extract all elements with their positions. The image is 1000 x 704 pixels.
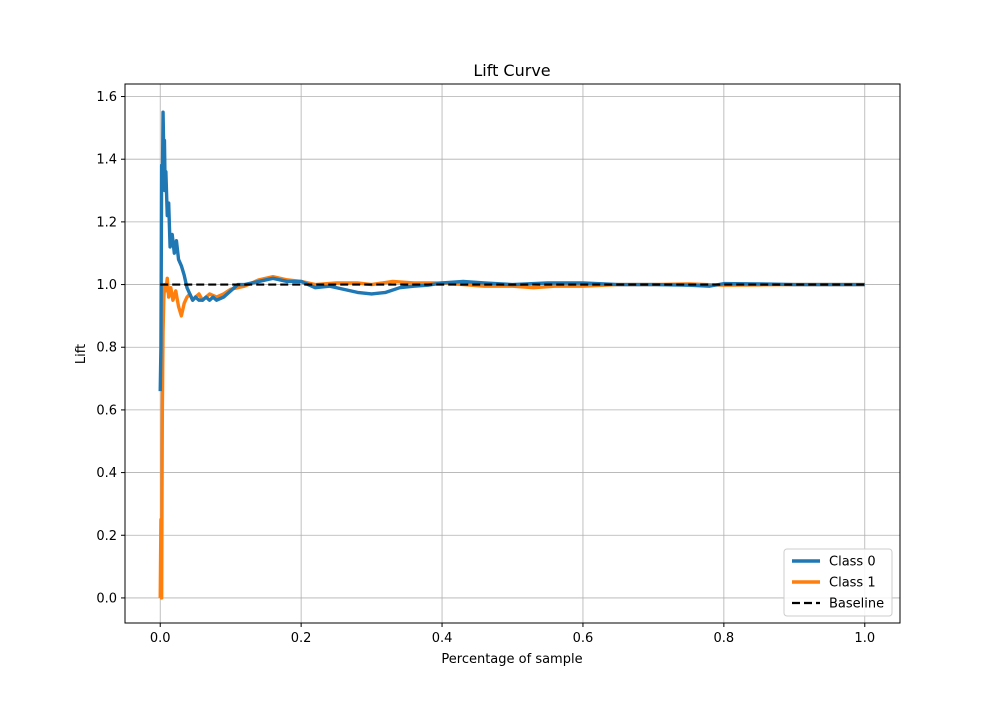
y-tick-label: 0.2 bbox=[96, 529, 117, 544]
y-tick-label: 1.6 bbox=[96, 90, 117, 105]
x-tick-label: 0.0 bbox=[150, 631, 171, 646]
x-tick-label: 0.2 bbox=[291, 631, 312, 646]
series-lines bbox=[158, 110, 865, 600]
y-tick-label: 0.0 bbox=[96, 591, 117, 606]
y-tick-label: 1.0 bbox=[96, 278, 117, 293]
x-tick-label: 0.4 bbox=[432, 631, 453, 646]
y-tick-label: 0.8 bbox=[96, 341, 117, 356]
x-tick-label: 1.0 bbox=[854, 631, 875, 646]
x-tick-label: 0.6 bbox=[573, 631, 594, 646]
y-axis-label: Lift bbox=[74, 344, 89, 364]
y-tick-label: 0.6 bbox=[96, 403, 117, 418]
legend-box bbox=[783, 548, 893, 617]
axis-ticks: 0.0 0.2 0.4 0.6 0.8 1.0 0.0 0.2 0.4 0.6 0.8 1.0 1.2 1… bbox=[96, 90, 875, 646]
y-tick-label: 1.2 bbox=[96, 215, 117, 230]
grid-lines bbox=[125, 84, 900, 623]
plot-frame bbox=[124, 83, 901, 624]
legend-label: Class 1 bbox=[829, 576, 876, 591]
legend: Class 0 Class 1 Baseline bbox=[783, 548, 893, 617]
series-line-class-0 bbox=[158, 110, 865, 392]
chart-title: Lift Curve bbox=[473, 61, 550, 80]
legend-label: Class 0 bbox=[829, 555, 876, 570]
legend-label: Baseline bbox=[829, 597, 884, 612]
x-axis-label: Percentage of sample bbox=[441, 652, 582, 667]
x-tick-label: 0.8 bbox=[714, 631, 735, 646]
y-tick-label: 0.4 bbox=[96, 466, 117, 481]
y-tick-label: 1.4 bbox=[96, 153, 117, 168]
